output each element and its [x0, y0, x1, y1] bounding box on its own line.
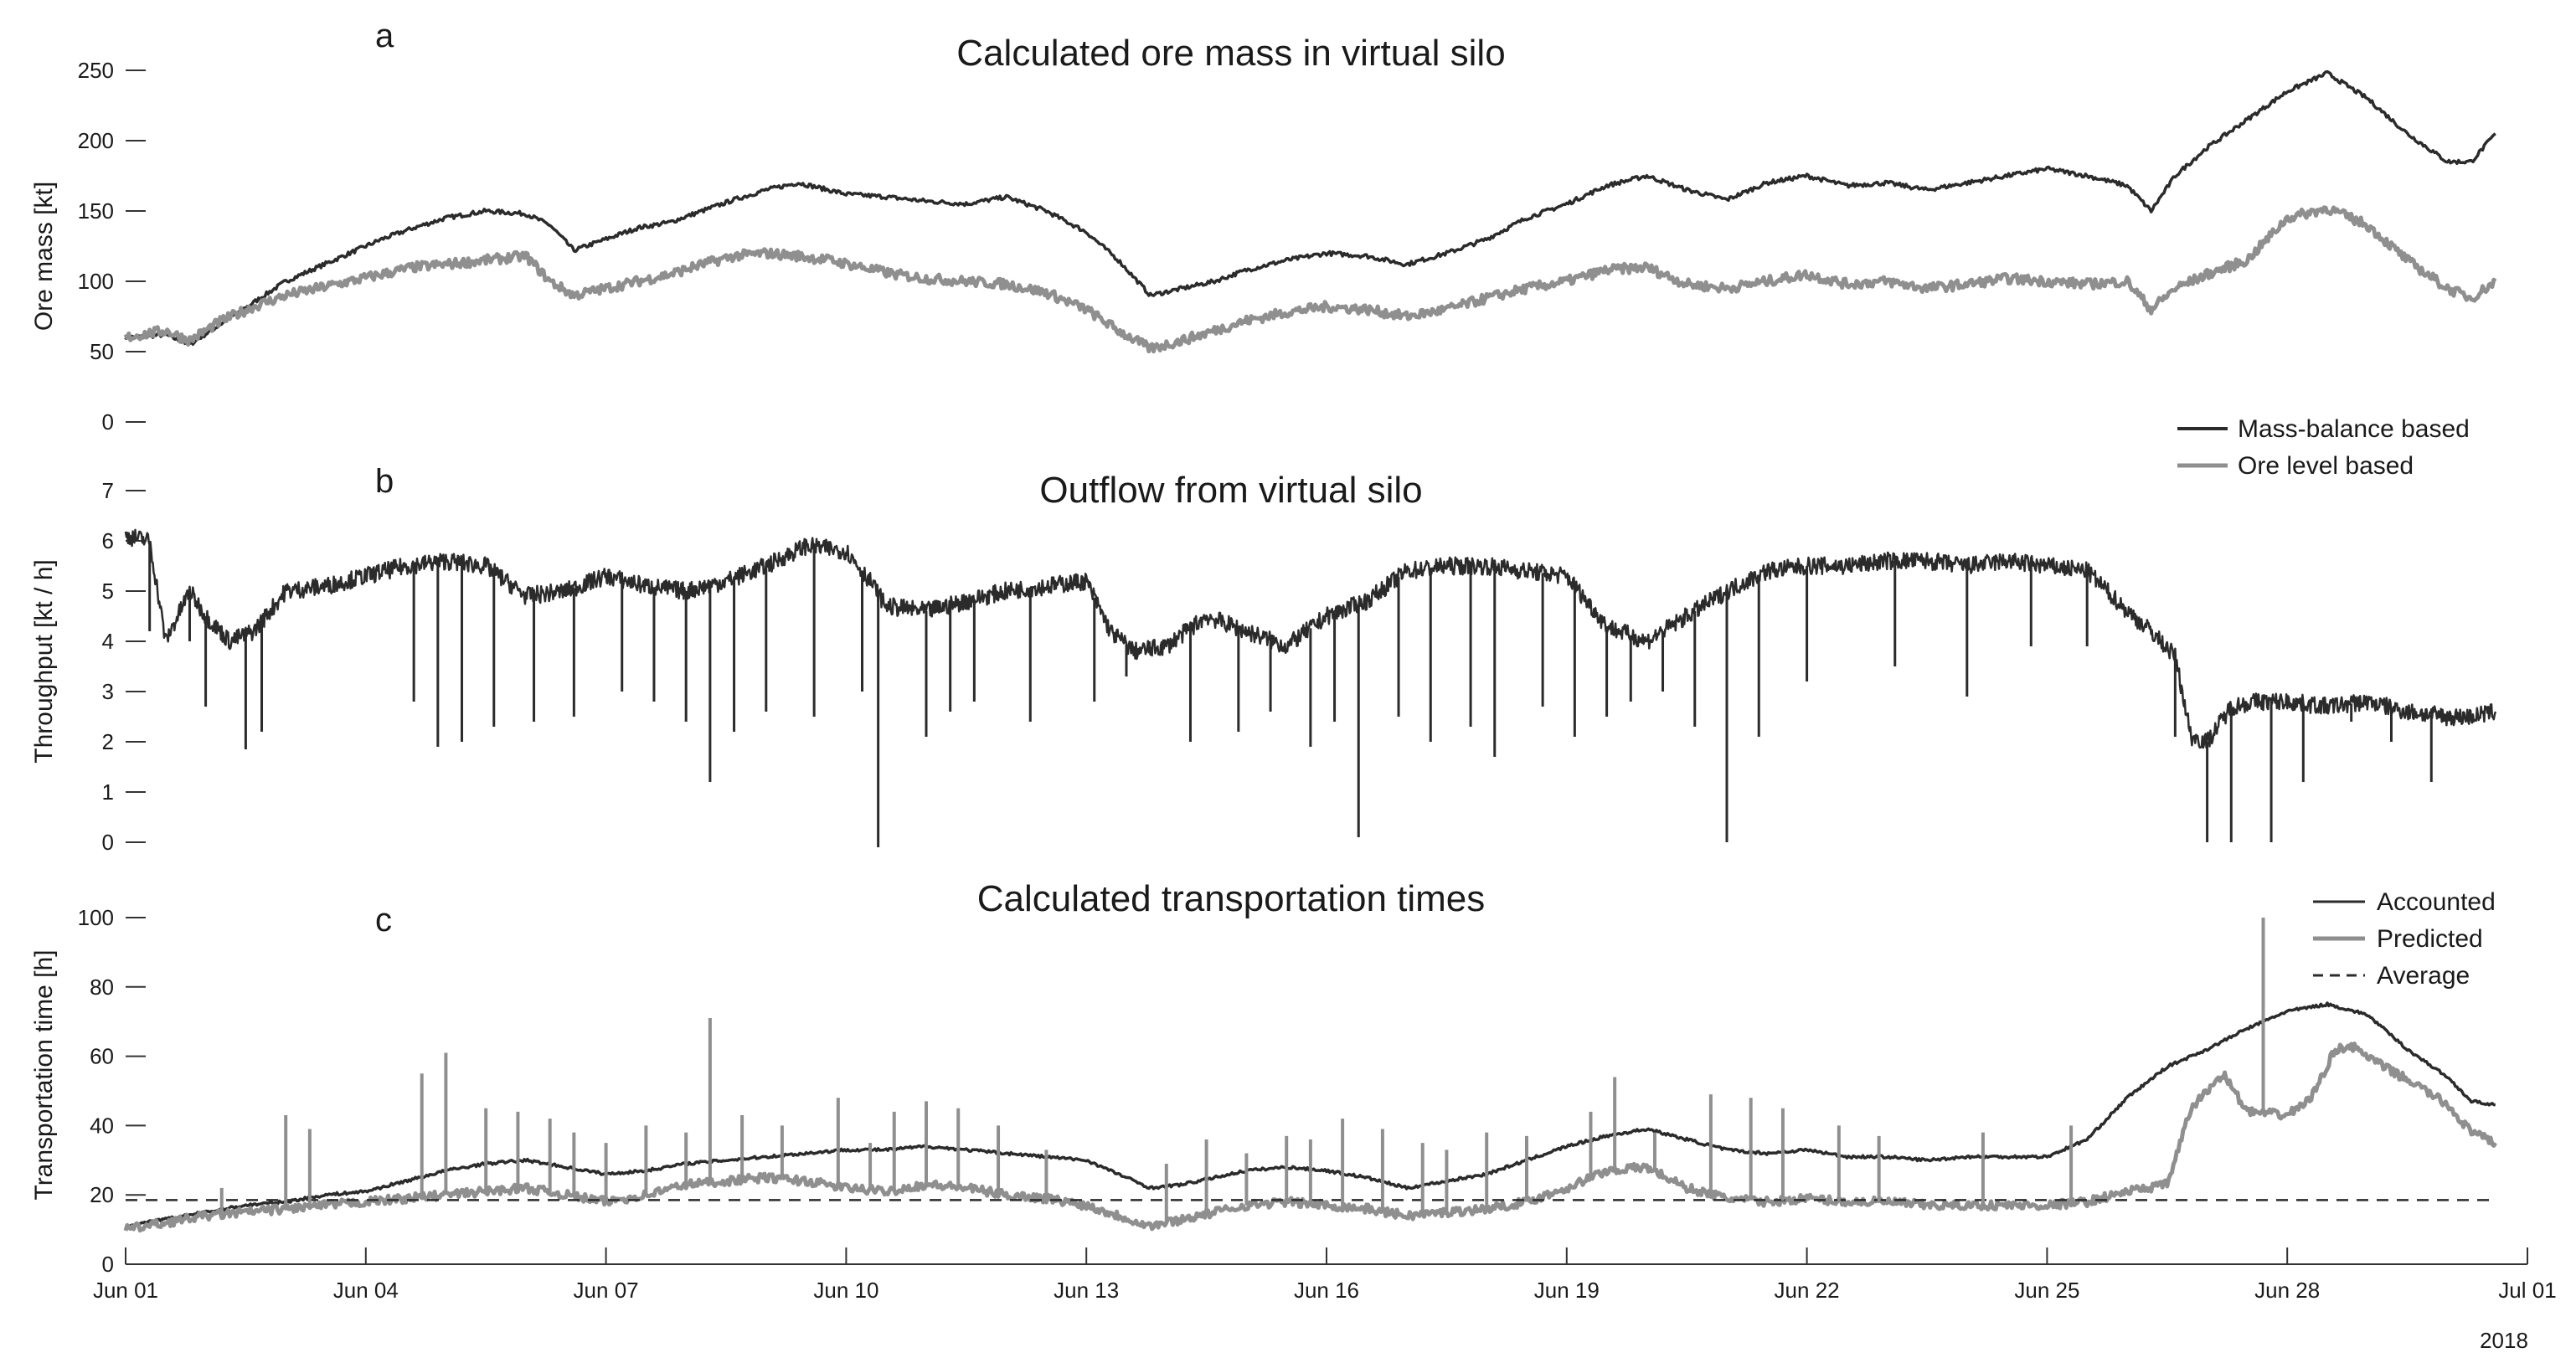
panel-c-ytick-label: 40	[90, 1113, 114, 1138]
x-axis-tick-label: Jun 13	[1054, 1278, 1119, 1303]
x-axis-tick-label: Jun 19	[1534, 1278, 1600, 1303]
panel-a-ytick-label: 0	[102, 409, 114, 435]
x-axis-year: 2018	[2480, 1328, 2528, 1353]
panel-c-ytick-label: 80	[90, 975, 114, 1000]
panel-b-ytick-label: 7	[102, 478, 114, 503]
x-axis-tick-label: Jun 10	[813, 1278, 878, 1303]
legend-a-entry-1: Ore level based	[2238, 452, 2414, 480]
panel-c-ytick-label: 100	[78, 905, 114, 930]
panel-b-plot: 0 1 2 3 4 5 6 7	[102, 478, 2497, 855]
x-axis-tick-label: Jun 25	[2014, 1278, 2079, 1303]
x-axis: Jun 01 Jun 04 Jun 07 Jun 10 Jun 13 Jun 16 Jun …	[93, 1247, 2557, 1303]
legend-a: Mass-balance based Ore level based	[2177, 415, 2470, 480]
legend-c-entry-2: Average	[2377, 962, 2470, 990]
panel-a-title: Calculated ore mass in virtual silo	[956, 33, 1505, 74]
legend-c-entry-0: Accounted	[2377, 888, 2496, 916]
panel-b-ytick-label: 1	[102, 779, 114, 805]
x-axis-tick-label: Jun 04	[333, 1278, 399, 1303]
panel-b-ytick-label: 2	[102, 729, 114, 754]
panel-b-series-outflow	[124, 528, 2497, 749]
x-axis-tick-label: Jun 22	[1775, 1278, 1840, 1303]
panel-b-ytick-label: 3	[102, 679, 114, 704]
panel-a-ytick-label: 150	[78, 198, 114, 224]
panel-a-series-ore-level-based	[123, 205, 2497, 354]
panel-b-title: Outflow from virtual silo	[1039, 470, 1422, 511]
x-axis-tick-label: Jun 28	[2254, 1278, 2320, 1303]
x-axis-tick-label: Jun 01	[93, 1278, 158, 1303]
panel-b-letter: b	[375, 463, 394, 500]
panel-c-title: Calculated transportation times	[977, 878, 1486, 919]
panel-c-letter: c	[375, 902, 392, 939]
panel-b-ytick-label: 4	[102, 629, 114, 654]
panel-a-series-mass-balance-based	[124, 69, 2496, 347]
panel-a-ytick-label: 250	[78, 58, 114, 83]
panel-c-ytick-label: 60	[90, 1044, 114, 1069]
panel-a-ylabel: Ore mass [kt]	[30, 182, 58, 331]
panel-a-letter: a	[375, 18, 394, 54]
panel-a-ytick-label: 200	[78, 128, 114, 153]
panel-c-ytick-label: 20	[90, 1182, 114, 1207]
legend-c-entry-1: Predicted	[2377, 925, 2483, 953]
panel-c-ytick-label: 0	[102, 1252, 114, 1277]
panel-c-ylabel: Transportation time [h]	[30, 949, 58, 1200]
legend-c: Accounted Predicted Average	[2313, 888, 2496, 990]
panel-b-ylabel: Throughput [kt / h]	[30, 559, 58, 763]
x-axis-tick-label: Jul 01	[2498, 1278, 2556, 1303]
panel-b-ytick-label: 6	[102, 528, 114, 553]
panel-a-ytick-label: 100	[78, 269, 114, 294]
x-axis-tick-label: Jun 16	[1294, 1278, 1359, 1303]
legend-a-entry-0: Mass-balance based	[2238, 415, 2470, 443]
panel-b-ytick-label: 5	[102, 579, 114, 604]
panel-c-plot: 0 20 40 60 80 100	[78, 905, 2497, 1277]
panel-a-ytick-label: 50	[90, 339, 114, 364]
panel-b-ytick-label: 0	[102, 830, 114, 855]
x-axis-tick-label: Jun 07	[574, 1278, 639, 1303]
panel-a-plot: 0 50 100 150 200 250	[78, 58, 2497, 435]
